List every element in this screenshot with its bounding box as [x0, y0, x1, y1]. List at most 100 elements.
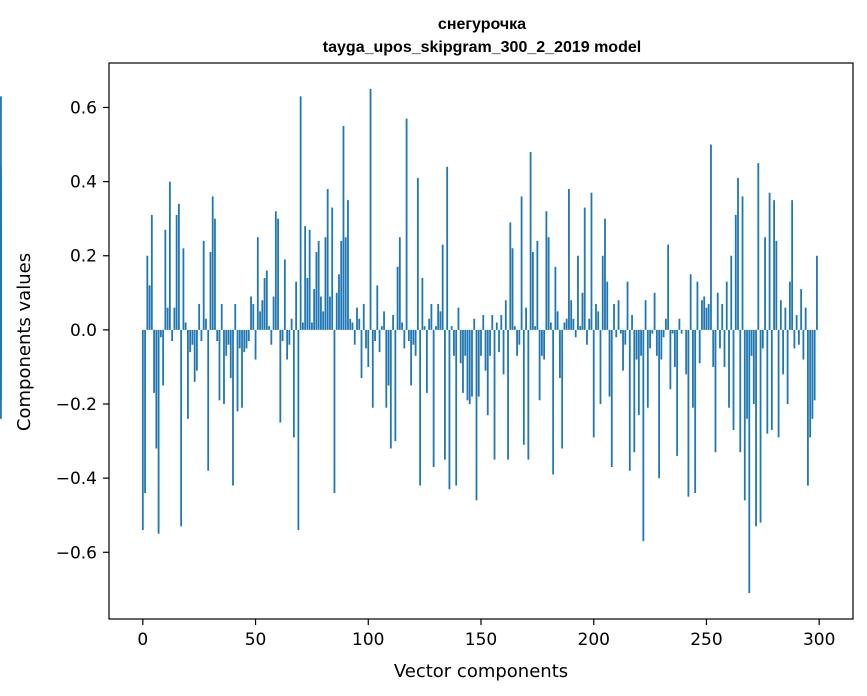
- bar: [577, 255, 579, 330]
- bar: [511, 248, 514, 330]
- bar: [782, 329, 785, 375]
- bar: [588, 318, 591, 330]
- x-tick-label: 50: [245, 630, 267, 650]
- bar: [649, 329, 651, 349]
- bar: [180, 329, 183, 527]
- bar: [696, 281, 699, 330]
- bar: [421, 277, 424, 330]
- y-axis-label: Components values: [14, 253, 35, 431]
- bar: [329, 296, 331, 330]
- bar: [290, 318, 293, 330]
- bar: [182, 248, 185, 330]
- bar: [311, 322, 313, 330]
- bar: [653, 292, 656, 330]
- x-tick-label: 150: [465, 630, 497, 650]
- bar: [660, 329, 663, 360]
- bar: [581, 292, 584, 330]
- bar: [495, 322, 498, 330]
- bar: [651, 329, 654, 334]
- bar: [207, 329, 210, 471]
- bar: [0, 229, 2, 330]
- bar: [750, 329, 753, 356]
- bar: [141, 329, 144, 531]
- bar: [405, 118, 408, 330]
- bar: [703, 296, 706, 330]
- bar: [599, 329, 602, 405]
- bar: [540, 329, 543, 356]
- bar: [464, 329, 467, 356]
- bar: [157, 329, 160, 534]
- bar: [507, 329, 509, 460]
- bar: [705, 307, 708, 330]
- bar: [263, 277, 266, 330]
- bar: [698, 329, 701, 364]
- bar: [324, 237, 327, 330]
- bar: [261, 300, 264, 330]
- bar: [504, 300, 507, 330]
- bar: [678, 318, 681, 330]
- x-axis-label: Vector components: [394, 661, 568, 682]
- bar: [401, 322, 403, 330]
- bar: [543, 329, 546, 360]
- bar: [187, 329, 189, 419]
- bar: [209, 252, 212, 330]
- bar: [786, 329, 789, 405]
- bar: [468, 329, 471, 405]
- bar: [766, 329, 769, 434]
- bar: [489, 329, 491, 356]
- bar: [673, 329, 676, 367]
- bar: [344, 237, 347, 330]
- bar: [313, 289, 316, 330]
- bar: [428, 318, 431, 330]
- bar: [317, 240, 320, 330]
- bar: [301, 322, 304, 330]
- bar: [491, 315, 494, 330]
- bar: [793, 329, 796, 349]
- bar: [658, 329, 661, 479]
- bar: [723, 329, 726, 367]
- bar: [516, 329, 518, 356]
- bar: [716, 292, 719, 330]
- bar: [473, 318, 476, 330]
- bar: [741, 196, 744, 330]
- bar: [685, 329, 688, 375]
- bar: [613, 303, 615, 330]
- bar: [241, 329, 243, 408]
- bar: [646, 329, 649, 408]
- y-axis-ticks: −0.6 −0.4 −0.2 0.0 0.2 0.4 0.6: [56, 98, 109, 563]
- bar: [527, 329, 530, 460]
- bar: [292, 329, 295, 438]
- bar: [590, 192, 593, 330]
- x-axis-ticks: 0 50 100 150 200 250 300: [137, 619, 835, 650]
- bar: [640, 329, 642, 356]
- bar: [320, 296, 322, 330]
- bar: [775, 240, 778, 330]
- bar: [522, 329, 525, 445]
- bar: [669, 329, 672, 390]
- bar: [601, 255, 604, 330]
- bar: [252, 303, 255, 330]
- bar: [155, 329, 158, 449]
- bar: [322, 311, 325, 330]
- x-tick-label: 100: [352, 630, 384, 650]
- bar: [579, 326, 582, 330]
- bar: [586, 329, 588, 345]
- bar: [737, 177, 739, 330]
- bar: [0, 329, 2, 364]
- bar: [202, 240, 205, 330]
- bar: [403, 329, 406, 349]
- bar: [518, 329, 521, 345]
- bar: [277, 218, 279, 330]
- bar: [245, 329, 248, 349]
- bar: [635, 329, 638, 360]
- bar: [712, 329, 715, 367]
- bar: [466, 329, 469, 401]
- bar: [459, 329, 462, 364]
- x-tick-label: 200: [578, 630, 610, 650]
- bar: [626, 281, 629, 330]
- bar: [218, 329, 221, 401]
- bar: [545, 211, 548, 330]
- bar: [177, 203, 180, 330]
- bar: [214, 218, 216, 330]
